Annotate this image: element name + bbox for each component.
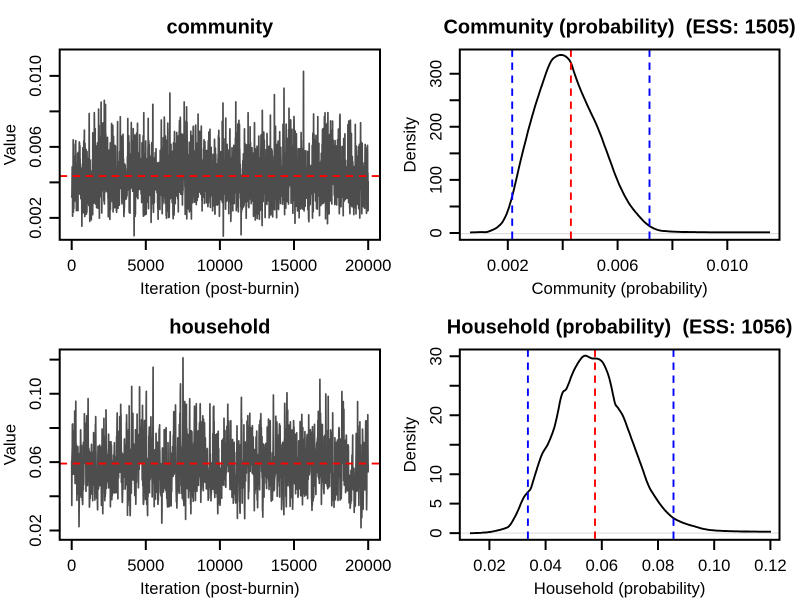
svg-text:30: 30 — [426, 347, 445, 366]
svg-text:Household (probability) (ESS:: Household (probability) (ESS: 1056) — [447, 317, 793, 339]
svg-text:0.006: 0.006 — [26, 126, 45, 168]
svg-text:0: 0 — [426, 228, 445, 237]
svg-text:Household (probability): Household (probability) — [534, 579, 706, 598]
svg-text:0.06: 0.06 — [586, 556, 618, 575]
svg-text:0.006: 0.006 — [597, 256, 639, 275]
svg-text:0: 0 — [67, 256, 76, 275]
svg-text:community: community — [166, 17, 274, 39]
svg-text:household: household — [169, 317, 270, 339]
svg-text:5000: 5000 — [127, 256, 164, 275]
svg-text:Iteration (post-burnin): Iteration (post-burnin) — [140, 279, 300, 298]
svg-text:0.10: 0.10 — [26, 378, 45, 410]
svg-text:20000: 20000 — [345, 256, 391, 275]
svg-text:0.02: 0.02 — [26, 514, 45, 546]
svg-text:Density: Density — [401, 416, 420, 472]
svg-text:0.002: 0.002 — [487, 256, 529, 275]
svg-text:0.12: 0.12 — [754, 556, 786, 575]
svg-text:0.06: 0.06 — [26, 446, 45, 478]
svg-text:0.10: 0.10 — [698, 556, 730, 575]
svg-text:200: 200 — [426, 113, 445, 141]
svg-text:Community (probability): Community (probability) — [531, 279, 707, 298]
svg-text:0.08: 0.08 — [642, 556, 674, 575]
svg-text:Iteration (post-burnin): Iteration (post-burnin) — [140, 579, 300, 598]
svg-text:0.002: 0.002 — [26, 197, 45, 239]
svg-text:100: 100 — [426, 166, 445, 194]
svg-text:15000: 15000 — [271, 556, 317, 575]
svg-text:0: 0 — [426, 528, 445, 537]
svg-text:Density: Density — [401, 116, 420, 172]
svg-text:20000: 20000 — [345, 556, 391, 575]
svg-text:0.010: 0.010 — [706, 256, 748, 275]
svg-text:0.02: 0.02 — [473, 556, 505, 575]
svg-text:Value: Value — [1, 424, 20, 465]
svg-text:Community (probability) (ESS:: Community (probability) (ESS: 1505) — [443, 17, 795, 39]
svg-text:5: 5 — [426, 499, 445, 508]
svg-text:15000: 15000 — [271, 256, 317, 275]
svg-text:0: 0 — [67, 556, 76, 575]
svg-text:10000: 10000 — [197, 256, 243, 275]
svg-text:10000: 10000 — [197, 556, 243, 575]
svg-text:20: 20 — [426, 406, 445, 425]
svg-text:10: 10 — [426, 465, 445, 484]
svg-text:0.010: 0.010 — [26, 55, 45, 97]
svg-text:300: 300 — [426, 60, 445, 88]
svg-text:Value: Value — [1, 124, 20, 165]
svg-text:5000: 5000 — [127, 556, 164, 575]
svg-text:0.04: 0.04 — [529, 556, 561, 575]
